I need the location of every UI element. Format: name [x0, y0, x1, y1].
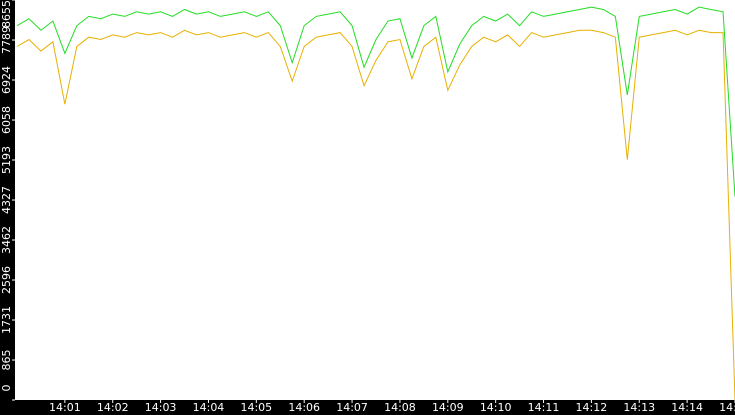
y-tick-label: 0: [0, 385, 13, 392]
x-tick-label: 14:12: [576, 401, 608, 414]
y-tick-label: 5193: [0, 146, 13, 174]
x-tick-label: 14:11: [528, 401, 560, 414]
x-tick-label: 14:07: [336, 401, 368, 414]
x-tick-label: 14:10: [480, 401, 512, 414]
y-tick-label: 7789: [0, 26, 13, 54]
x-tick-label: 14:02: [97, 401, 129, 414]
y-tick-label: 2596: [0, 266, 13, 294]
x-tick-label: 14:15: [719, 401, 735, 414]
x-tick-label: 14:05: [240, 401, 272, 414]
x-tick-label: 14:08: [384, 401, 416, 414]
x-tick-label: 14:06: [288, 401, 320, 414]
y-axis-band: [0, 0, 15, 415]
y-tick-label: 4327: [0, 186, 13, 214]
series-line: [16, 29, 735, 401]
x-tick-label: 14:14: [671, 401, 703, 414]
x-tick-label: 14:01: [49, 401, 81, 414]
y-tick-label: 3462: [0, 226, 13, 254]
series-line: [16, 6, 735, 197]
x-tick-label: 14:13: [623, 401, 655, 414]
x-axis-band: [0, 400, 735, 415]
x-tick-label: 14:09: [432, 401, 464, 414]
x-tick-label: 14:04: [193, 401, 225, 414]
y-tick-label: 8655: [0, 0, 13, 28]
y-tick-label: 6924: [0, 66, 13, 94]
y-tick-label: 865: [0, 350, 13, 371]
x-tick-label: 14:03: [145, 401, 177, 414]
y-tick-label: 1731: [0, 306, 13, 334]
y-tick-label: 6058: [0, 106, 13, 134]
